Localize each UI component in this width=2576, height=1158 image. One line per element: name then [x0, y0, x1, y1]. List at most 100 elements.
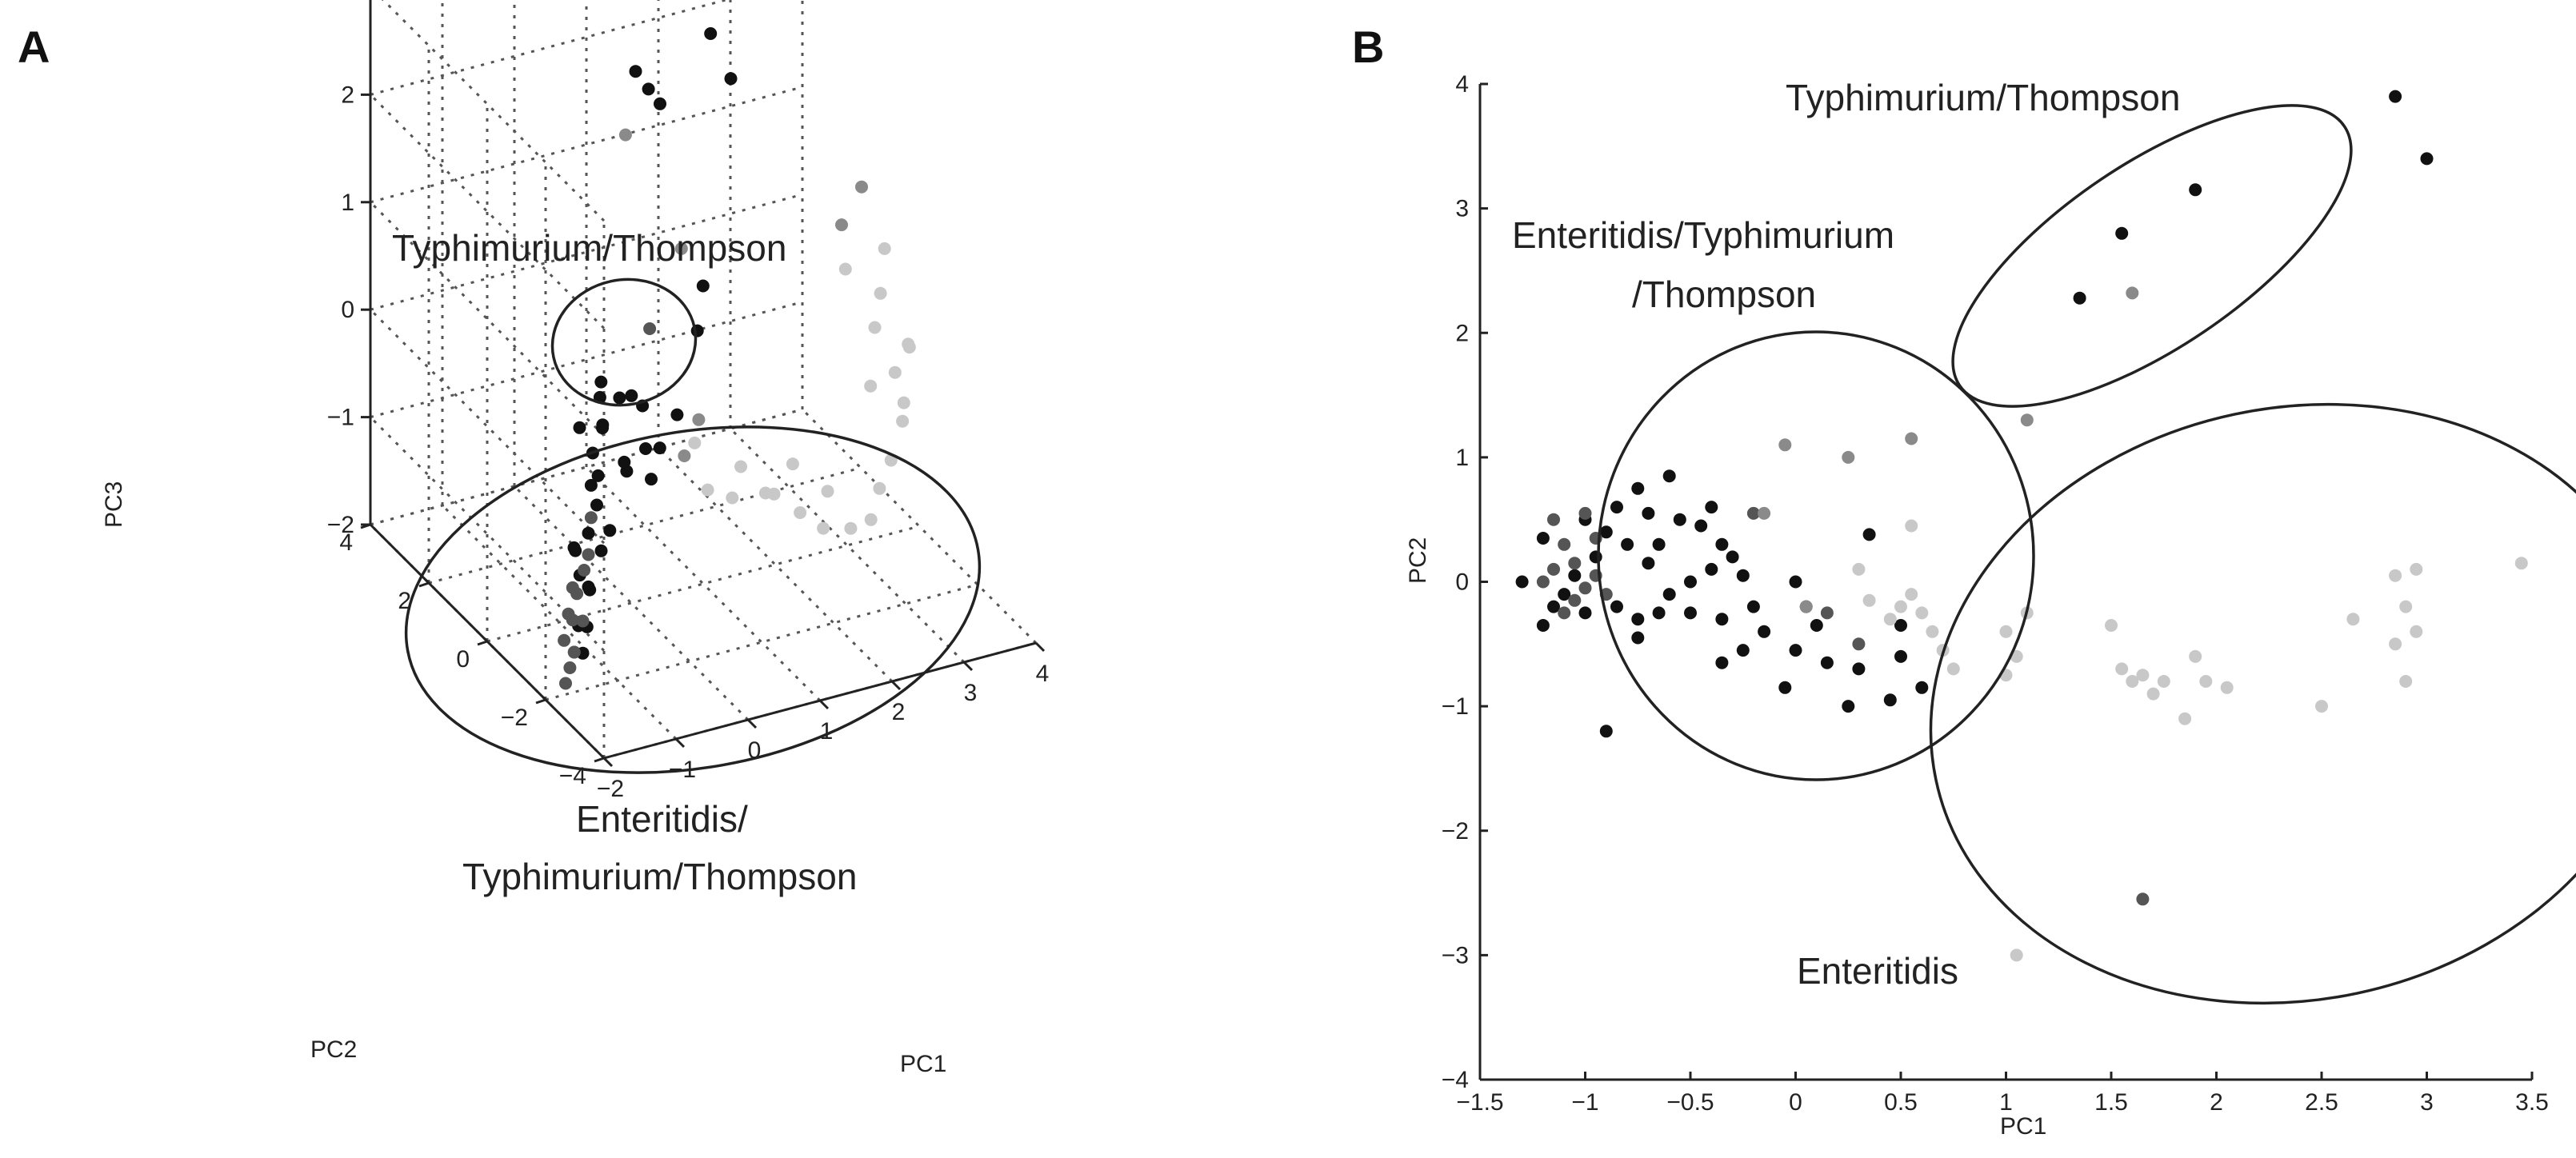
grid-line — [585, 465, 822, 702]
grid-line — [513, 485, 750, 721]
data-point-black — [1610, 600, 1623, 613]
data-point-black — [1662, 469, 1676, 483]
panel-a-grid — [369, 0, 1038, 760]
panel-b-annotation-enteritidis: Enteritidis — [1797, 950, 1958, 992]
grid-line — [370, 301, 803, 419]
data-point-black — [1515, 575, 1529, 589]
data-point-mid-gray — [674, 242, 688, 255]
data-point-mid-gray — [855, 180, 868, 194]
data-point-dark-gray — [1558, 537, 1571, 551]
data-point-dark-gray — [559, 677, 572, 690]
data-point-black — [1631, 631, 1645, 645]
data-point-dark-gray — [1568, 593, 1582, 607]
tick-mark — [818, 699, 830, 710]
data-point-light-gray — [2514, 557, 2528, 570]
data-point-black — [1862, 528, 1876, 541]
data-point-black — [2115, 226, 2129, 240]
data-point-light-gray — [1883, 613, 1897, 626]
tick-label-pc1: 1.5 — [2094, 1089, 2128, 1116]
data-point-light-gray — [2010, 948, 2023, 962]
data-point-dark-gray — [1746, 506, 1760, 520]
data-point-black — [1642, 506, 1655, 520]
data-point-light-gray — [2399, 675, 2413, 688]
grid-line — [370, 408, 803, 526]
grid-line — [369, 201, 606, 437]
data-point-mid-gray — [618, 128, 632, 142]
tick-mark — [477, 640, 488, 646]
data-point-black — [1715, 613, 1729, 626]
tick-label-pc3: 0 — [341, 297, 354, 323]
data-point-black — [1705, 562, 1718, 576]
data-point-light-gray — [726, 491, 739, 505]
tick-label-pc1: 2 — [892, 699, 906, 725]
grid-line — [381, 0, 606, 222]
data-point-black — [625, 389, 638, 402]
data-point-light-gray — [821, 485, 834, 498]
tick-label-pc3: −2 — [327, 512, 354, 538]
data-point-light-gray — [2178, 712, 2192, 725]
data-point-light-gray — [838, 262, 852, 276]
grid-line — [441, 504, 678, 741]
data-point-light-gray — [786, 457, 799, 471]
data-point-light-gray — [2389, 569, 2402, 582]
tick-label-pc1: −2 — [597, 776, 624, 802]
tick-label-pc1: 3.5 — [2515, 1089, 2549, 1116]
tick-label-pc3: −1 — [327, 405, 354, 431]
tick-mark — [602, 757, 614, 768]
data-point-black — [603, 524, 617, 537]
panel-label-b: B — [1352, 22, 1384, 72]
panel-b-cluster-ellipse-mixed — [1597, 330, 2035, 781]
data-point-light-gray — [874, 286, 887, 300]
data-point-black — [1631, 481, 1645, 495]
grid-line — [729, 427, 966, 664]
data-point-black — [613, 391, 626, 405]
tick-mark — [746, 718, 758, 729]
grid-line — [370, 0, 730, 96]
tick-label-pc1: 0.5 — [1884, 1089, 1918, 1116]
data-point-black — [1758, 625, 1771, 638]
data-point-mid-gray — [835, 218, 848, 232]
tick-label-pc2: −2 — [501, 705, 528, 731]
data-point-light-gray — [1926, 625, 1939, 638]
data-point-mid-gray — [692, 413, 706, 426]
data-point-mid-gray — [1842, 450, 1855, 464]
data-point-black — [653, 441, 666, 455]
data-point-light-gray — [873, 481, 886, 495]
tick-label-pc2: −4 — [1442, 1067, 1469, 1093]
data-point-light-gray — [2105, 619, 2118, 632]
tick-label-pc2: 0 — [1455, 569, 1469, 596]
data-point-black — [1610, 501, 1623, 514]
data-point-black — [1652, 537, 1666, 551]
data-point-dark-gray — [563, 661, 577, 674]
data-point-light-gray — [2410, 562, 2423, 576]
data-point-dark-gray — [2136, 892, 2150, 906]
grid-line — [370, 86, 803, 204]
data-point-black — [629, 65, 642, 78]
grid-line — [486, 525, 920, 643]
data-point-black — [1894, 649, 1907, 663]
data-point-dark-gray — [584, 511, 598, 525]
data-point-black — [594, 375, 608, 389]
data-point-black — [1789, 575, 1802, 589]
data-point-black — [582, 526, 595, 540]
data-point-light-gray — [2126, 675, 2139, 688]
panel-a-cluster-ellipse-enteritidis — [404, 425, 982, 774]
panel-a-cluster-ellipse-typhimurium — [550, 278, 698, 407]
tick-label-pc1: 2 — [2210, 1089, 2223, 1116]
data-point-light-gray — [1852, 562, 1866, 576]
data-point-black — [583, 583, 597, 597]
panel-b-cluster-ellipse-typhimurium — [1951, 104, 2353, 408]
tick-label-pc2: 1 — [1455, 445, 1469, 471]
data-point-mid-gray — [1905, 432, 1918, 445]
data-point-black — [1852, 662, 1866, 676]
data-point-light-gray — [2315, 700, 2328, 713]
tick-mark — [890, 680, 902, 691]
data-point-dark-gray — [1578, 581, 1592, 595]
data-point-black — [670, 408, 684, 421]
data-point-light-gray — [1946, 662, 1960, 676]
data-point-black — [704, 27, 718, 40]
panel-b-cluster-ellipse-enteritidis — [1929, 402, 2576, 1005]
data-point-black — [1810, 619, 1823, 632]
data-point-light-gray — [817, 521, 830, 535]
data-point-black — [620, 465, 634, 478]
